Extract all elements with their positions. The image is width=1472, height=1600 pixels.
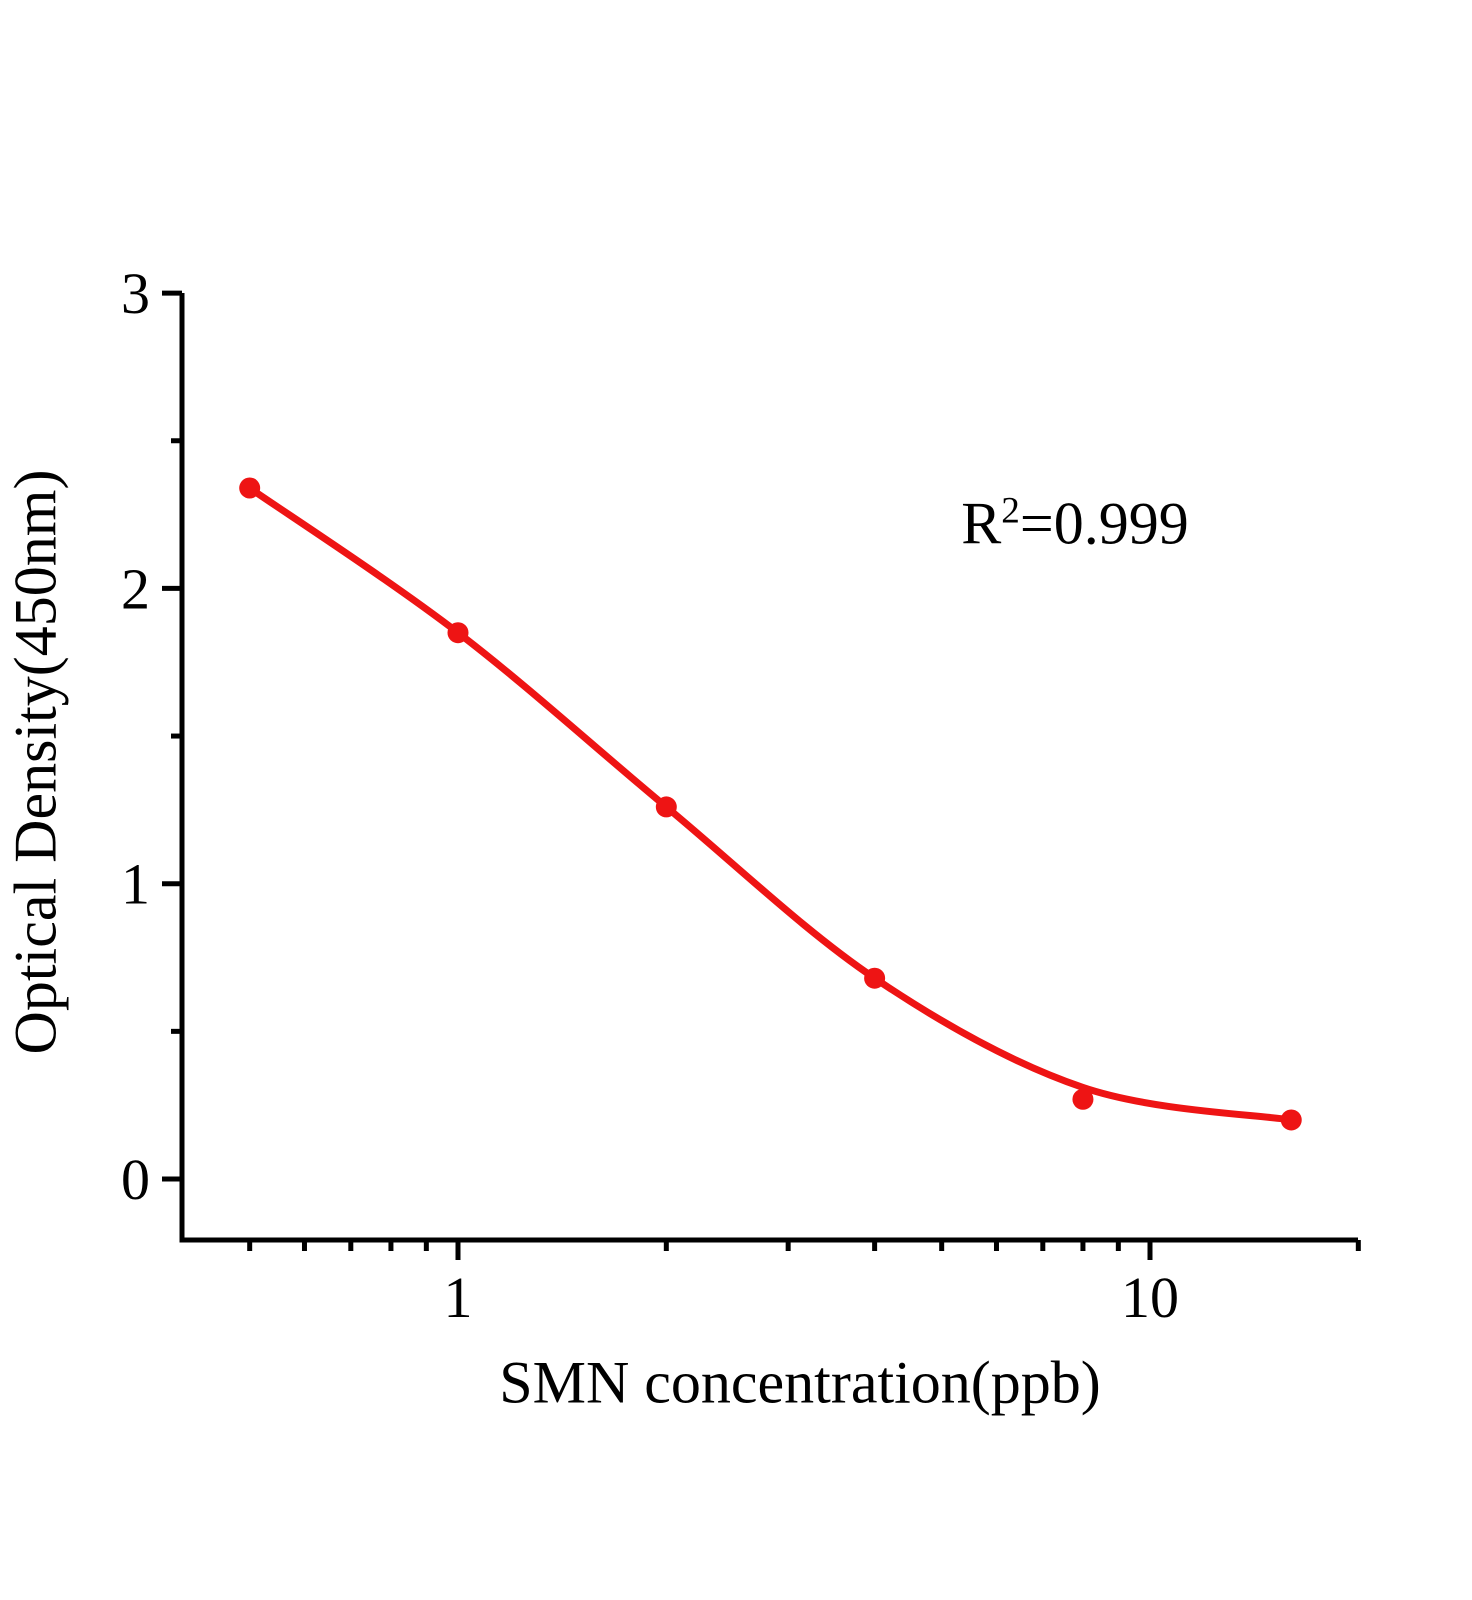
- data-point: [655, 796, 677, 818]
- y-tick-label: 3: [121, 261, 150, 326]
- y-axis-title: Optical Density(450nm): [2, 469, 69, 1055]
- y-tick-label: 1: [121, 852, 150, 917]
- r-squared-base: R: [961, 490, 1002, 557]
- data-point: [447, 622, 469, 644]
- fit-curve: [246, 484, 1295, 1124]
- x-tick-label: 1: [444, 1265, 473, 1330]
- r-squared-value: =0.999: [1019, 490, 1189, 557]
- data-point: [1280, 1109, 1302, 1131]
- y-tick-label: 2: [121, 556, 150, 621]
- r-squared-annotation: R2=0.999: [961, 490, 1188, 559]
- data-point: [1072, 1088, 1094, 1110]
- x-tick-label: 10: [1121, 1265, 1179, 1330]
- y-tick-label: 0: [121, 1147, 150, 1212]
- r-squared-exponent: 2: [1001, 490, 1020, 532]
- x-axis-title: SMN concentration(ppb): [499, 1349, 1101, 1416]
- data-point: [239, 477, 261, 499]
- data-point: [864, 967, 886, 989]
